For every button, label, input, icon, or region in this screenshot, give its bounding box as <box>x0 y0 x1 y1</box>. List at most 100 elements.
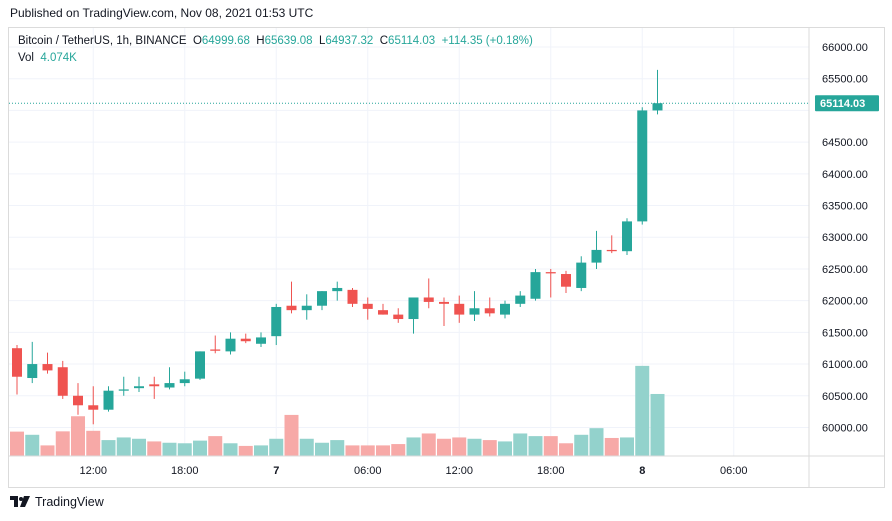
candle <box>57 360 68 399</box>
candle-body <box>57 367 68 396</box>
volume-bar <box>223 443 238 456</box>
time-tick-label: 12:00 <box>445 465 473 477</box>
tradingview-logo-icon <box>10 496 30 507</box>
candle-body <box>530 272 541 299</box>
volume-bar <box>604 437 619 456</box>
last-price-badge-bg <box>815 95 879 112</box>
volume-bar <box>559 443 573 456</box>
candle <box>652 69 663 115</box>
candle <box>103 386 114 412</box>
candle-body <box>606 249 617 252</box>
volume-bar <box>421 433 436 456</box>
volume-bar <box>376 445 390 456</box>
candle <box>515 291 526 307</box>
candle <box>210 335 221 354</box>
candle <box>500 300 510 319</box>
volume-bar <box>25 434 40 456</box>
last-price-badge: 65114.03 <box>815 95 879 112</box>
price-tick-label: 64500.00 <box>822 137 868 149</box>
candle-body <box>484 308 495 314</box>
volume-bar <box>269 438 284 456</box>
volume-bar <box>467 438 482 456</box>
candle-body <box>408 297 419 320</box>
candle-body <box>637 110 648 222</box>
candle-body <box>500 303 510 315</box>
volume-bar <box>650 393 665 456</box>
candle-body <box>301 305 312 311</box>
volume-bar <box>147 441 162 456</box>
price-tick-label: 60500.00 <box>822 391 868 403</box>
high-value: 65639.08 <box>264 35 313 47</box>
candle-body <box>362 303 373 309</box>
candle <box>12 345 22 395</box>
chart-grid <box>9 28 809 456</box>
time-tick-label: 06:00 <box>354 465 382 477</box>
open-label: O <box>192 35 202 47</box>
close-label: C <box>379 35 389 47</box>
candle-body <box>347 289 358 304</box>
time-tick-label: 18:00 <box>171 465 199 477</box>
candle <box>195 351 205 380</box>
candle <box>408 297 419 334</box>
candle-body <box>195 351 205 379</box>
candle-body <box>12 348 22 377</box>
candle <box>484 297 495 317</box>
chart-panel[interactable]: 60000.00 60500.00 61000.00 61500.00 62000.00… <box>8 27 885 488</box>
candle-body <box>591 249 602 263</box>
candle <box>256 332 266 347</box>
volume-bar <box>452 437 467 456</box>
volume-bar <box>208 436 223 456</box>
candle-body <box>210 349 221 351</box>
candle <box>561 270 571 294</box>
volume-bar <box>162 442 177 456</box>
last-price-label: 65114.03 <box>820 98 865 110</box>
candle <box>73 383 83 415</box>
candle-body <box>439 301 449 304</box>
price-tick-label: 63500.00 <box>822 201 868 213</box>
candle-body <box>622 221 632 252</box>
candle <box>378 303 388 315</box>
price-tick-label: 62000.00 <box>822 296 868 308</box>
volume-bar <box>498 441 512 456</box>
candle-body <box>469 308 480 315</box>
candle <box>164 367 175 390</box>
candle-body <box>134 386 144 389</box>
volume-bar <box>330 440 345 456</box>
brand-name: TradingView <box>35 495 104 509</box>
volume-bar <box>132 438 146 456</box>
tradingview-logo[interactable]: TradingView <box>10 495 104 509</box>
candle-body <box>73 395 83 406</box>
candle-body <box>515 295 526 304</box>
open-value: 64999.68 <box>201 35 250 47</box>
candle <box>271 303 282 346</box>
candle <box>393 308 404 323</box>
volume-bar <box>482 440 497 456</box>
volume-bar <box>254 445 268 456</box>
price-tick-label: 60000.00 <box>822 422 868 434</box>
candle-body <box>652 103 663 111</box>
candle-body <box>271 306 282 337</box>
change-value: +114.35 (+0.18%) <box>441 35 533 47</box>
candle <box>423 278 434 309</box>
time-tick-label: 18:00 <box>537 465 565 477</box>
candle <box>149 376 160 399</box>
volume-bar <box>177 443 192 456</box>
price-tick-label: 66000.00 <box>822 42 868 54</box>
time-tick-label: 06:00 <box>720 465 748 477</box>
candle <box>332 281 343 301</box>
candle-body <box>225 338 236 352</box>
volume-bar <box>589 428 604 456</box>
candle <box>545 268 556 298</box>
price-tick-label: 61500.00 <box>822 327 868 339</box>
volume-bar <box>238 445 253 456</box>
volume-bar <box>101 440 116 456</box>
volume-bar <box>193 440 207 456</box>
candle-body <box>103 390 114 410</box>
candlestick-chart[interactable]: 60000.00 60500.00 61000.00 61500.00 62000.00… <box>9 28 884 487</box>
volume-value: 4.074K <box>40 52 77 64</box>
candle <box>240 333 251 344</box>
volume-bar <box>620 437 634 456</box>
high-label: H <box>256 35 265 47</box>
price-tick-label: 62500.00 <box>822 264 868 276</box>
candle-body <box>149 384 160 387</box>
